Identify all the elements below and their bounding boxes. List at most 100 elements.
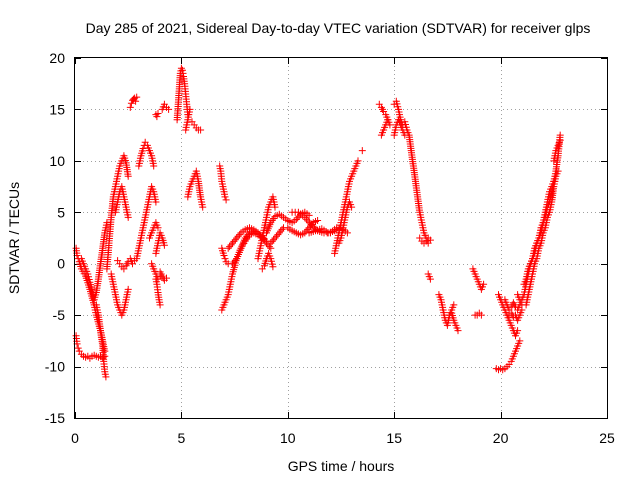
y-axis-label: SDTVAR / TECUs	[6, 182, 22, 294]
y-tick-label: 5	[57, 204, 65, 220]
data-point	[224, 244, 232, 252]
series-track-40	[416, 234, 434, 247]
x-tick-label: 25	[599, 430, 615, 446]
data-point	[426, 236, 434, 244]
series-track-30	[267, 217, 322, 247]
data-point	[233, 234, 241, 242]
series-track-03	[77, 219, 111, 304]
series-track-44	[469, 265, 488, 293]
data-point	[221, 193, 229, 201]
data-point	[384, 116, 392, 124]
data-point	[306, 219, 314, 227]
x-tick-label: 10	[280, 430, 296, 446]
series-track-15	[152, 229, 168, 257]
data-point	[304, 217, 312, 225]
series-track-43	[446, 301, 458, 319]
data-point	[154, 110, 162, 117]
x-tick-label: 5	[178, 430, 186, 446]
series-track-41	[424, 270, 434, 283]
data-point	[264, 241, 272, 249]
data-point	[156, 301, 164, 309]
series-track-09	[126, 93, 141, 111]
data-point	[302, 227, 310, 235]
data-point	[199, 203, 207, 211]
data-point	[197, 126, 205, 134]
series-track-25	[218, 229, 266, 314]
data-layer	[72, 64, 564, 381]
series-track-28	[258, 249, 277, 273]
data-point	[270, 236, 278, 244]
data-point	[124, 213, 132, 221]
series-track-23	[216, 162, 230, 204]
data-point	[226, 243, 234, 251]
x-tick-label: 20	[493, 430, 509, 446]
data-point	[550, 177, 558, 185]
data-point	[307, 221, 315, 229]
series-track-34	[335, 198, 356, 247]
series-track-54	[550, 136, 564, 165]
series-track-39	[390, 116, 409, 139]
y-tick-label: 0	[57, 256, 65, 272]
series-track-10	[135, 138, 158, 170]
series-track-05	[103, 152, 132, 273]
data-point	[124, 285, 132, 293]
data-point	[480, 280, 488, 288]
y-tick-labels: -15 -10 -5 0 5 10 15 20	[45, 50, 65, 426]
x-axis-label: GPS time / hours	[288, 458, 395, 474]
series-track-06	[107, 270, 132, 319]
series-track-21	[188, 118, 205, 134]
data-point	[153, 113, 161, 121]
data-point	[236, 231, 244, 239]
data-point	[348, 203, 356, 211]
data-point	[477, 311, 485, 319]
series-track-35	[358, 147, 366, 155]
data-point	[554, 167, 562, 175]
data-point	[301, 213, 309, 221]
data-point	[401, 131, 409, 139]
x-tick-labels: 0 5 10 15 20 25	[71, 430, 615, 446]
data-point	[126, 103, 134, 111]
data-point	[314, 217, 322, 224]
series-track-46	[492, 337, 524, 374]
data-point	[514, 327, 522, 335]
series-track-27	[254, 193, 279, 263]
x-tick-label: 0	[71, 430, 79, 446]
data-point	[302, 215, 310, 223]
data-point	[278, 225, 286, 233]
data-point	[163, 274, 170, 282]
data-point	[74, 344, 82, 352]
data-point	[124, 172, 132, 180]
data-point	[234, 232, 242, 240]
data-point	[271, 203, 279, 211]
data-point	[133, 93, 141, 101]
data-point	[150, 162, 158, 170]
series-track-22	[184, 167, 207, 211]
series-track-18	[158, 100, 173, 113]
data-point	[101, 352, 109, 360]
series-track-07	[111, 183, 132, 221]
data-point	[255, 231, 263, 239]
data-point	[265, 243, 273, 251]
data-point	[450, 301, 458, 309]
series-track-16	[156, 268, 170, 284]
data-point	[269, 263, 277, 271]
series-track-45	[471, 309, 485, 319]
data-point	[154, 224, 162, 232]
series-track-53	[520, 177, 558, 288]
x-tick-label: 15	[386, 430, 402, 446]
y-tick-label: 15	[49, 101, 65, 117]
series-track-26	[224, 224, 275, 252]
data-point	[221, 255, 229, 263]
series-track-08	[114, 255, 139, 273]
series-track-49	[505, 306, 526, 324]
y-tick-label: -10	[45, 359, 65, 375]
data-point	[271, 234, 279, 242]
series-track-04	[92, 301, 110, 381]
chart-title: Day 285 of 2021, Sidereal Day-to-day VTE…	[86, 20, 591, 36]
data-point	[220, 252, 228, 259]
data-point	[426, 275, 434, 283]
data-point	[152, 198, 160, 206]
series-track-11	[133, 183, 160, 263]
data-point	[165, 105, 173, 113]
